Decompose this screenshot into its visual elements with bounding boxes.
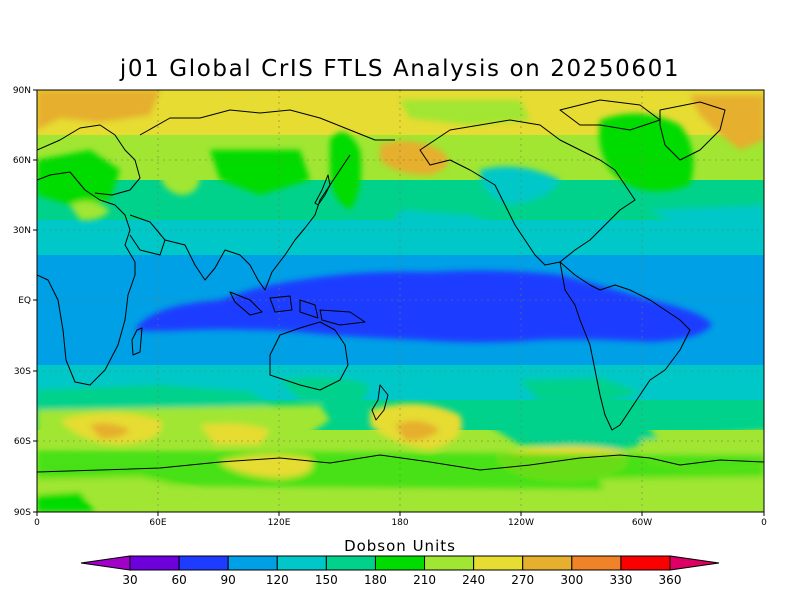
y-axis-labels: 90N 60N 30N EQ 30S 60S 90S (13, 86, 31, 518)
colorbar-tick-label: 210 (413, 573, 436, 587)
colorbar-swatch (227, 555, 278, 571)
colorbar-arrow-high (669, 555, 720, 571)
y-label-60n: 60N (13, 156, 31, 166)
x-label-180: 180 (391, 518, 408, 528)
colorbar-tick-label: 180 (364, 573, 387, 587)
graticule (37, 90, 764, 512)
colorbar-tick-label: 270 (511, 573, 534, 587)
colorbar-swatch (178, 555, 229, 571)
colorbar-tick-label: 120 (266, 573, 289, 587)
colorbar-swatch (325, 555, 376, 571)
x-axis-labels: 0 60E 120E 180 120W 60W 0 (34, 518, 767, 528)
colorbar-tick-label: 90 (221, 573, 236, 587)
y-label-90s: 90S (14, 508, 31, 518)
coastlines (37, 99, 764, 473)
y-label-eq: EQ (18, 296, 31, 306)
x-label-0-left: 0 (34, 518, 40, 528)
colorbar-tick-label: 30 (122, 573, 137, 587)
map-title: j01 Global CrIS FTLS Analysis on 2025060… (119, 56, 681, 82)
y-label-30n: 30N (13, 226, 31, 236)
y-label-90n: 90N (13, 86, 31, 96)
axis-ticks (33, 89, 765, 516)
colorbar-arrow-low (80, 555, 131, 571)
x-label-0-right: 0 (761, 518, 767, 528)
colorbar-tick-label: 150 (315, 573, 338, 587)
x-label-120e: 120E (268, 518, 291, 528)
colorbar-swatch (129, 555, 180, 571)
colorbar-swatch (276, 555, 327, 571)
y-label-60s: 60S (14, 437, 31, 447)
colorbar-swatch (473, 555, 524, 571)
colorbar-swatch (424, 555, 475, 571)
colorbar-swatch (571, 555, 622, 571)
colorbar-tick-label: 360 (659, 573, 682, 587)
x-label-60w: 60W (632, 518, 652, 528)
colorbar-title: Dobson Units (344, 537, 456, 555)
colorbar-swatch (374, 555, 426, 571)
colorbar-swatch (522, 555, 573, 571)
ozone-field (37, 90, 764, 512)
colorbar-swatch (620, 555, 671, 571)
y-label-30s: 30S (14, 367, 31, 377)
x-label-60e: 60E (149, 518, 166, 528)
x-label-120w: 120W (508, 518, 534, 528)
colorbar-tick-label: 60 (171, 573, 186, 587)
colorbar-tick-label: 300 (560, 573, 583, 587)
colorbar-tick-label: 330 (609, 573, 632, 587)
colorbar-tick-label: 240 (462, 573, 485, 587)
colorbar: 30 60 90 120 150 180 210 240 270 300 330 360 (80, 555, 720, 587)
